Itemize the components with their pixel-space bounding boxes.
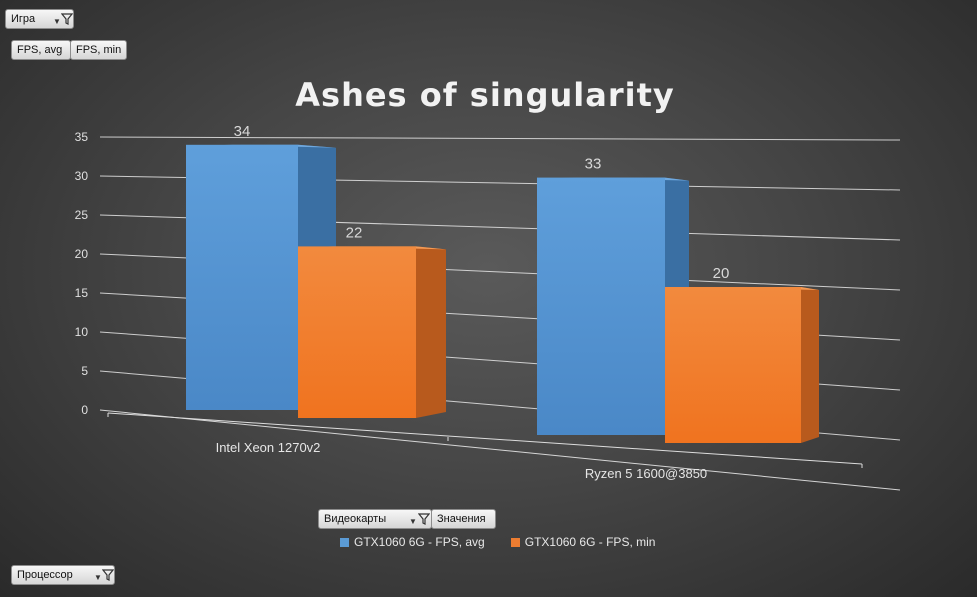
value-button-label: FPS, min (76, 44, 122, 56)
bar-avg (186, 144, 298, 411)
legend-item-min: GTX1060 6G - FPS, min (510, 534, 656, 550)
game-filter-label: Игра (11, 13, 36, 25)
videocards-filter-label: Видеокарты (324, 513, 387, 525)
game-filter-button[interactable]: Игра ▼ (5, 9, 74, 29)
value-button-fps-avg[interactable]: FPS, avg (11, 40, 71, 60)
value-button-label: FPS, avg (17, 44, 63, 56)
data-label: 20 (713, 265, 730, 282)
y-tick-label: 35 (75, 130, 89, 144)
filter-icon (418, 513, 430, 525)
bar-avg (537, 177, 665, 435)
processor-filter-label: Процессор (17, 569, 73, 581)
value-button-fps-min[interactable]: FPS, min (70, 40, 127, 60)
legend-label-min: GTX1060 6G - FPS, min (524, 535, 656, 549)
gridline (99, 136, 901, 141)
bar-min (298, 246, 416, 418)
x-tick-label: Intel Xeon 1270v2 (216, 440, 321, 455)
values-field-button[interactable]: Значения (431, 509, 496, 529)
y-tick-label: 30 (75, 169, 89, 183)
bar-top-avg (186, 144, 336, 148)
legend-item-avg: GTX1060 6G - FPS, avg (340, 534, 485, 550)
y-tick-label: 5 (81, 364, 88, 378)
bar-side-min (801, 287, 819, 443)
y-tick-label: 0 (81, 403, 88, 417)
y-tick-label: 15 (75, 286, 89, 300)
chart-title: Ashes of singularity (295, 76, 674, 114)
y-tick-label: 25 (75, 208, 89, 222)
filter-icon (61, 13, 73, 25)
processor-filter-button[interactable]: Процессор ▼ (11, 565, 115, 585)
x-axis-line (107, 412, 863, 465)
dropdown-arrow-icon: ▼ (94, 573, 102, 582)
y-tick-label: 10 (75, 325, 89, 339)
data-label: 22 (346, 224, 363, 241)
values-field-label: Значения (437, 513, 486, 525)
legend: GTX1060 6G - FPS, avg GTX1060 6G - FPS, … (340, 534, 655, 550)
dropdown-arrow-icon: ▼ (53, 17, 61, 26)
filter-icon (102, 569, 114, 581)
data-label: 33 (585, 156, 602, 173)
legend-swatch-avg (340, 537, 349, 547)
videocards-filter-button[interactable]: Видеокарты ▼ (318, 509, 432, 529)
gridline (99, 409, 901, 491)
dropdown-arrow-icon: ▼ (409, 517, 417, 526)
bar-side-min (416, 246, 446, 418)
data-label: 34 (234, 123, 251, 140)
bar-min (665, 287, 801, 443)
x-tick-label: Ryzen 5 1600@3850 (585, 466, 707, 481)
legend-label-avg: GTX1060 6G - FPS, avg (354, 535, 485, 549)
legend-swatch-min (510, 537, 520, 547)
y-tick-label: 20 (75, 247, 89, 261)
